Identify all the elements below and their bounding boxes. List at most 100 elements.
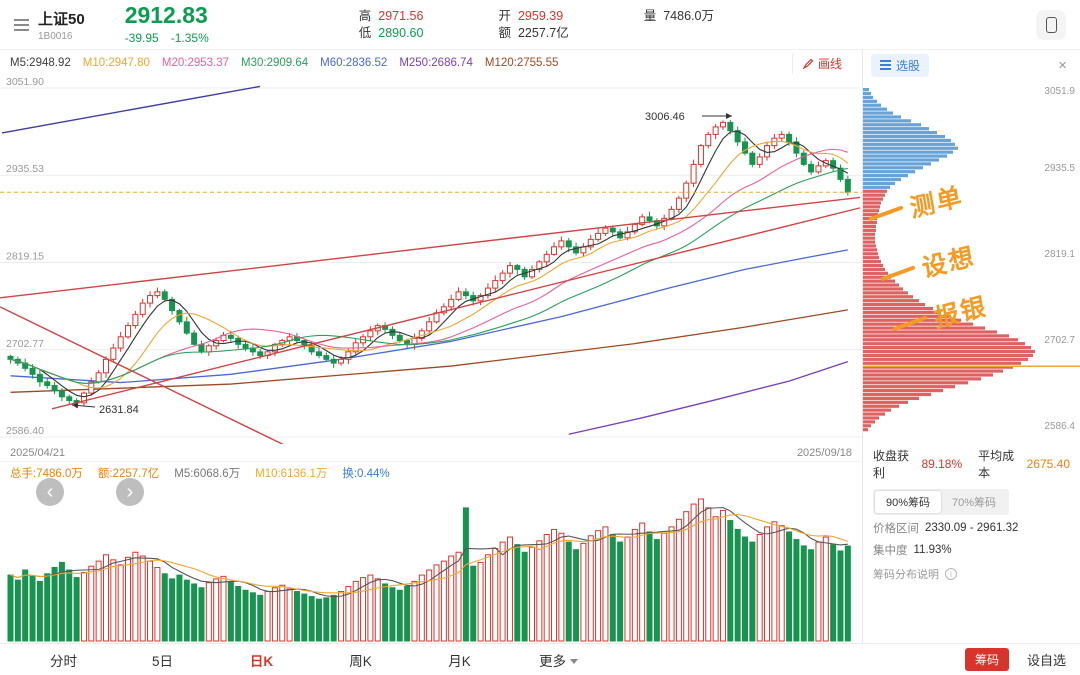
price-range-label: 价格区间: [873, 523, 919, 535]
tab-5day[interactable]: 5日: [113, 650, 212, 670]
stock-picker-label: 选股: [896, 58, 921, 73]
price-change: -39.95 -1.35%: [125, 31, 209, 45]
open-label: 开: [498, 8, 511, 23]
landscape-toggle-button[interactable]: [1036, 9, 1066, 40]
volume-chart[interactable]: [0, 484, 862, 643]
chart-column: M5:2948.92 M10:2947.80 M20:2953.37 M30:2909…: [0, 50, 862, 643]
stock-code: 1B0016: [38, 30, 73, 42]
ma-value-m120: M120:2755.55: [484, 57, 559, 69]
tab-label: 日K: [249, 653, 274, 669]
volume-value: 7486.0万: [663, 9, 714, 23]
chip-axis-label: 2586.4: [1044, 421, 1075, 432]
tab-weekly-k[interactable]: 周K: [311, 650, 410, 670]
ma-values-row: M5:2948.92 M10:2947.80 M20:2953.37 M30:2909…: [0, 50, 862, 76]
svg-text:3051.90: 3051.90: [6, 76, 44, 88]
vol-info-vol-m10: M10:6136.1万: [255, 468, 328, 480]
svg-text:3006.46: 3006.46: [645, 111, 685, 123]
volume-info-row: 总手:7486.0万 额:2257.7亿 M5:6068.6万 M10:6136.1万…: [0, 462, 862, 484]
tab-more[interactable]: 更多: [509, 650, 608, 670]
draw-line-button[interactable]: 画线: [791, 52, 852, 74]
chip-distribution-panel: 选股 × 3051.9 2935.5 2819.1 2702.7 2586.4 测单 设想报…: [862, 50, 1080, 643]
vol-info-amount: 额:2257.7亿: [97, 468, 160, 480]
chip-axis-label: 2819.1: [1044, 249, 1075, 261]
svg-text:2935.53: 2935.53: [6, 163, 44, 175]
chip-help-link[interactable]: 筹码分布说明 i: [863, 563, 1080, 585]
chip-axis-label: 3051.9: [1044, 86, 1075, 97]
svg-text:2702.77: 2702.77: [6, 338, 44, 350]
chip-70-button[interactable]: 70%筹码: [952, 497, 997, 509]
ma-value-m10: M10:2947.80: [82, 57, 150, 69]
ma-value-m250: M250:2686.74: [399, 57, 473, 69]
ma-value-m5: M5:2948.92: [10, 57, 71, 69]
tabbar-right: 筹码 设自选: [964, 648, 1066, 671]
price-range-value: 2330.09 - 2961.32: [925, 522, 1019, 534]
profit-cost-row: 收盘获利 89.18% 平均成本 2675.40: [863, 440, 1080, 484]
main-body: M5:2948.92 M10:2947.80 M20:2953.37 M30:2909…: [0, 50, 1080, 643]
low-value: 2890.60: [378, 25, 424, 40]
hamburger-icon: [13, 23, 29, 26]
high-label: 高: [358, 8, 372, 23]
add-watchlist-button[interactable]: 设自选: [1026, 653, 1066, 668]
open-value: 2959.39: [517, 8, 564, 23]
chevron-down-icon: [570, 659, 578, 665]
stock-picker-button[interactable]: 选股: [871, 53, 930, 77]
pencil-icon: [802, 58, 814, 69]
filter-icon: [880, 64, 891, 66]
tab-label: 月K: [448, 653, 471, 669]
cost-label: 平均成本: [978, 449, 1015, 480]
amount-value: 2257.7亿: [517, 25, 569, 40]
info-icon: i: [945, 568, 957, 580]
panel-header: 选股 ×: [863, 50, 1080, 80]
quote-list-icon[interactable]: [10, 23, 32, 26]
svg-text:2819.15: 2819.15: [6, 251, 44, 263]
concentration-value: 11.93%: [913, 544, 952, 556]
volume-label: 量: [643, 9, 657, 23]
kline-chart[interactable]: 3051.90 2935.53 2819.15 2702.77 2586.40 3006.…: [0, 76, 862, 444]
date-axis: 2025/04/21 2025/09/18: [0, 444, 862, 462]
tab-daily-k[interactable]: 日K: [212, 650, 311, 670]
ma-value-m60: M60:2836.52: [320, 57, 388, 69]
low-label: 低: [358, 25, 372, 40]
instrument-block[interactable]: 上证50 1B0016: [38, 8, 85, 42]
tab-label: 分时: [50, 653, 77, 669]
close-icon[interactable]: ×: [1058, 56, 1067, 74]
scroll-left-button[interactable]: ‹: [36, 478, 64, 506]
tab-label: 周K: [349, 653, 372, 669]
change-value: -39.95: [124, 31, 159, 45]
svg-text:2631.84: 2631.84: [99, 404, 139, 416]
draw-line-label: 画线: [817, 56, 842, 71]
last-price: 2912.83: [124, 2, 208, 28]
tab-monthly-k[interactable]: 月K: [410, 650, 509, 670]
profit-label: 收盘获利: [873, 449, 910, 480]
profit-value: 89.18%: [921, 457, 963, 471]
tab-label: 更多: [539, 653, 566, 669]
tab-minute[interactable]: 分时: [14, 650, 113, 670]
concentration-row: 集中度 11.93%: [863, 539, 1080, 561]
chip-help-label: 筹码分布说明: [873, 569, 939, 581]
amount-label: 额: [498, 25, 511, 40]
chip-panel-button[interactable]: 筹码: [964, 648, 1009, 671]
scroll-right-button[interactable]: ›: [116, 478, 144, 506]
chip-range-segmented-control: 90%筹码 70%筹码: [873, 489, 1010, 515]
chip-90-button[interactable]: 90%筹码: [875, 491, 942, 513]
date-end: 2025/09/18: [796, 446, 852, 459]
volume-stat: 量 7486.0万: [644, 8, 714, 25]
cost-value: 2675.40: [1026, 457, 1070, 471]
open-amount-stats: 开 2959.39 额 2257.7亿: [498, 8, 568, 42]
phone-icon: [1045, 16, 1057, 33]
stock-name: 上证50: [38, 10, 85, 28]
vol-info-total-lots: 总手:7486.0万: [10, 468, 83, 480]
chip-chart-area: 3051.9 2935.5 2819.1 2702.7 2586.4 测单 设想 报银: [863, 80, 1080, 440]
date-start: 2025/04/21: [10, 446, 66, 459]
ma-value-m20: M20:2953.37: [161, 57, 230, 69]
high-value: 2971.56: [378, 8, 424, 23]
concentration-label: 集中度: [873, 545, 908, 557]
price-range-row: 价格区间 2330.09 - 2961.32: [863, 517, 1080, 539]
svg-text:2586.40: 2586.40: [6, 425, 44, 437]
bottom-tab-bar: 分时 5日 日K 周K 月K 更多 筹码 设自选: [0, 643, 1080, 675]
header: 上证50 1B0016 2912.83 -39.95 -1.35% 高 2971.…: [0, 0, 1080, 50]
high-low-stats: 高 2971.56 低 2890.60: [359, 8, 424, 42]
volume-pane: ‹ ›: [0, 478, 862, 643]
chip-axis-label: 2702.7: [1044, 335, 1075, 347]
